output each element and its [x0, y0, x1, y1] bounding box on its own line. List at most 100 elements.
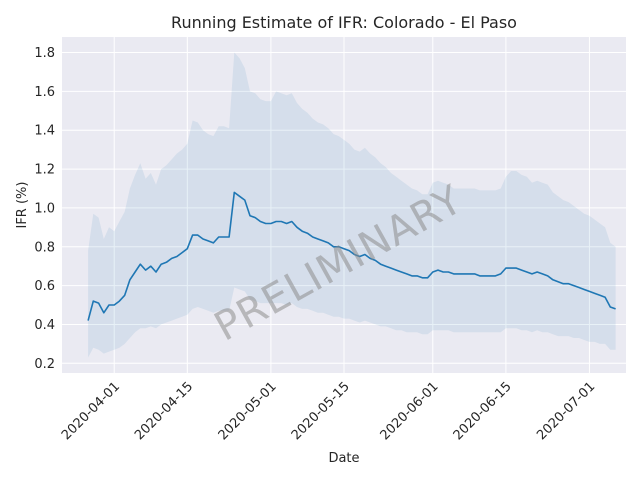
y-tick-label: 1.2 — [34, 163, 55, 178]
data-point — [468, 273, 470, 275]
data-point — [499, 273, 501, 275]
data-point — [510, 267, 512, 269]
x-tick-label: 2020-04-01 — [59, 379, 123, 443]
chart-title: Running Estimate of IFR: Colorado - El P… — [171, 13, 517, 32]
x-tick-label: 2020-04-15 — [132, 379, 196, 443]
data-point — [515, 267, 517, 269]
data-point — [479, 275, 481, 277]
data-point — [92, 300, 94, 302]
data-point — [526, 271, 528, 273]
data-point — [207, 240, 209, 242]
data-point — [301, 230, 303, 232]
data-point — [165, 261, 167, 263]
estimate-line-layer — [87, 191, 616, 321]
data-point — [432, 271, 434, 273]
data-point — [264, 222, 266, 224]
data-point — [567, 282, 569, 284]
y-tick-label: 0.2 — [34, 357, 55, 372]
data-point — [87, 319, 89, 321]
data-point — [317, 238, 319, 240]
data-point — [484, 275, 486, 277]
data-point — [139, 263, 141, 265]
data-point — [223, 236, 225, 238]
data-point — [520, 269, 522, 271]
x-tick-label: 2020-06-15 — [451, 379, 515, 443]
data-point — [129, 279, 131, 281]
data-point — [186, 247, 188, 249]
data-point — [233, 191, 235, 193]
data-point — [134, 271, 136, 273]
y-tick-label: 1.0 — [34, 201, 55, 216]
data-point — [275, 220, 277, 222]
data-point — [614, 308, 616, 310]
data-point — [489, 275, 491, 277]
data-point — [118, 300, 120, 302]
x-tick-label: 2020-05-15 — [289, 379, 353, 443]
data-point — [270, 222, 272, 224]
data-point — [254, 216, 256, 218]
data-point — [322, 240, 324, 242]
data-point — [426, 277, 428, 279]
data-point — [447, 271, 449, 273]
data-point — [416, 275, 418, 277]
data-point — [113, 304, 115, 306]
data-point — [452, 273, 454, 275]
data-point — [181, 251, 183, 253]
data-point — [536, 271, 538, 273]
data-point — [609, 306, 611, 308]
data-point — [217, 236, 219, 238]
data-point — [442, 271, 444, 273]
data-point — [144, 269, 146, 271]
data-point — [212, 242, 214, 244]
y-tick-label: 0.6 — [34, 279, 55, 294]
data-point — [395, 269, 397, 271]
grid-layer — [62, 37, 626, 373]
data-point — [385, 265, 387, 267]
data-point — [604, 296, 606, 298]
data-point — [176, 255, 178, 257]
data-point — [280, 220, 282, 222]
data-point — [97, 302, 99, 304]
data-point — [150, 265, 152, 267]
data-point — [411, 275, 413, 277]
data-point — [170, 257, 172, 259]
x-tick-label: 2020-06-01 — [378, 379, 442, 443]
data-point — [311, 236, 313, 238]
data-point — [494, 275, 496, 277]
data-point — [390, 267, 392, 269]
data-point — [191, 234, 193, 236]
y-tick-label: 0.8 — [34, 240, 55, 255]
data-point — [599, 294, 601, 296]
data-point — [421, 277, 423, 279]
data-point — [578, 286, 580, 288]
data-point — [291, 220, 293, 222]
data-point — [541, 273, 543, 275]
data-point — [562, 282, 564, 284]
data-point — [123, 294, 125, 296]
data-point — [463, 273, 465, 275]
data-point — [552, 279, 554, 281]
data-point — [228, 236, 230, 238]
y-axis-label: IFR (%) — [15, 182, 30, 229]
data-point — [583, 288, 585, 290]
data-point — [405, 273, 407, 275]
confidence-band — [88, 52, 616, 358]
data-point — [249, 214, 251, 216]
data-point — [437, 269, 439, 271]
data-point — [400, 271, 402, 273]
x-tick-label: 2020-05-01 — [216, 379, 280, 443]
y-tick-label: 1.6 — [34, 85, 55, 100]
data-point — [505, 267, 507, 269]
data-point — [306, 232, 308, 234]
data-point — [103, 312, 105, 314]
data-point — [296, 226, 298, 228]
x-tick-label: 2020-07-01 — [534, 379, 598, 443]
data-point — [155, 271, 157, 273]
x-axis-label: Date — [328, 451, 359, 466]
confidence-band-layer — [88, 52, 616, 358]
data-point — [473, 273, 475, 275]
data-point — [285, 222, 287, 224]
data-point — [593, 292, 595, 294]
data-point — [588, 290, 590, 292]
